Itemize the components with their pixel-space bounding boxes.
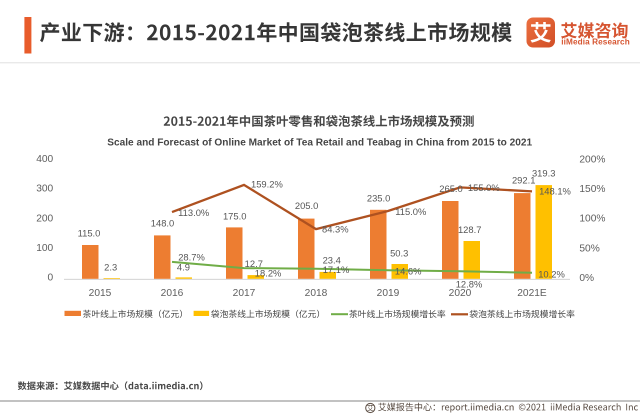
- svg-text:2.3: 2.3: [104, 262, 117, 273]
- svg-text:iiMedia Research: iiMedia Research: [561, 38, 630, 47]
- svg-text:235.0: 235.0: [367, 192, 390, 203]
- svg-text:115.0: 115.0: [78, 228, 101, 239]
- svg-text:159.2%: 159.2%: [251, 179, 283, 190]
- svg-text:50.3: 50.3: [390, 247, 408, 258]
- svg-text:2018: 2018: [305, 288, 328, 299]
- svg-text:319.3: 319.3: [532, 167, 555, 178]
- svg-text:2021E: 2021E: [517, 288, 547, 299]
- svg-text:300: 300: [36, 184, 53, 195]
- svg-text:155.0%: 155.0%: [468, 182, 500, 193]
- svg-text:148.1%: 148.1%: [539, 186, 571, 197]
- svg-text:12.8%: 12.8%: [456, 278, 483, 289]
- svg-text:115.0%: 115.0%: [395, 206, 426, 217]
- svg-text:50%: 50%: [579, 243, 599, 254]
- svg-text:2019: 2019: [377, 288, 400, 299]
- svg-text:292.1: 292.1: [512, 174, 535, 185]
- svg-text:2020: 2020: [449, 288, 472, 299]
- svg-text:400: 400: [36, 154, 53, 165]
- svg-text:113.0%: 113.0%: [178, 207, 209, 218]
- svg-text:23.4: 23.4: [323, 255, 341, 266]
- svg-text:0%: 0%: [579, 273, 594, 284]
- svg-text:17.1%: 17.1%: [323, 264, 350, 275]
- svg-text:128.7: 128.7: [458, 224, 481, 235]
- svg-text:2017: 2017: [233, 288, 256, 299]
- svg-text:12.7: 12.7: [245, 258, 263, 269]
- svg-text:0: 0: [48, 273, 54, 284]
- svg-text:84.3%: 84.3%: [322, 224, 349, 235]
- svg-text:205.0: 205.0: [295, 200, 318, 211]
- svg-text:18.2%: 18.2%: [255, 267, 282, 278]
- svg-text:100%: 100%: [579, 214, 605, 225]
- svg-text:28.7%: 28.7%: [178, 251, 205, 262]
- svg-text:175.0: 175.0: [223, 210, 246, 221]
- svg-text:2016: 2016: [161, 288, 184, 299]
- svg-text:200: 200: [36, 213, 53, 224]
- svg-text:2015: 2015: [89, 288, 112, 299]
- svg-text:100: 100: [36, 243, 53, 254]
- svg-text:200%: 200%: [579, 154, 605, 165]
- svg-text:14.6%: 14.6%: [395, 266, 422, 277]
- svg-text:265.0: 265.0: [439, 183, 462, 194]
- svg-text:4.9: 4.9: [177, 262, 190, 273]
- svg-text:148.0: 148.0: [151, 218, 174, 229]
- svg-text:10.2%: 10.2%: [538, 268, 565, 279]
- svg-text:Scale and Forecast of Online M: Scale and Forecast of Online Market of T…: [107, 138, 532, 149]
- svg-text:150%: 150%: [579, 184, 605, 195]
